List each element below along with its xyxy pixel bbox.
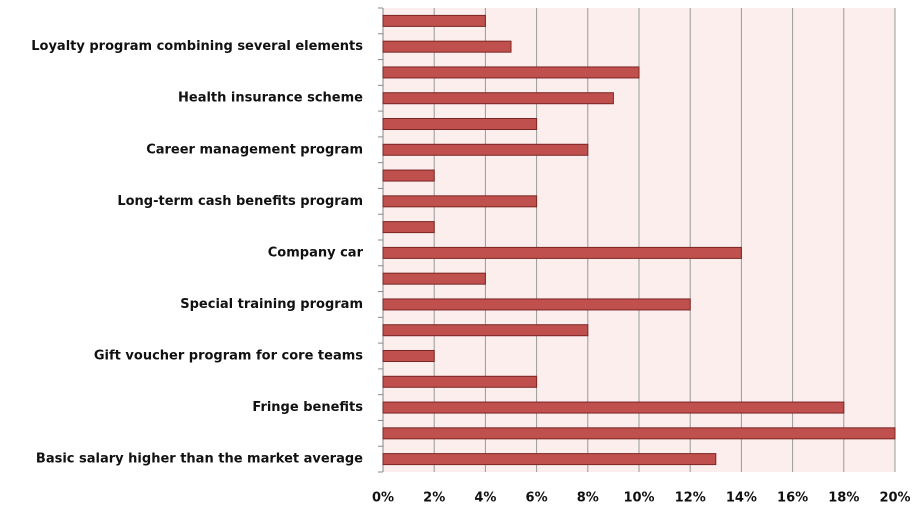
x-tick-label: 12% — [675, 491, 706, 506]
y-tick-label: Basic salary higher than the market aver… — [36, 452, 363, 467]
x-tick-label: 10% — [623, 491, 654, 506]
y-tick-label: Gift voucher program for core teams — [94, 349, 363, 364]
y-tick-label: Loyalty program combining several elemen… — [31, 39, 363, 54]
bar — [382, 14, 486, 27]
bar — [382, 453, 717, 466]
bar — [382, 427, 896, 440]
bar — [382, 40, 512, 53]
bar — [382, 350, 435, 362]
bar — [382, 169, 435, 182]
x-tick-label: 18% — [828, 491, 859, 506]
bar — [382, 246, 742, 259]
bar — [382, 401, 845, 414]
y-tick-label: Company car — [268, 245, 364, 260]
bar — [382, 92, 614, 105]
bar — [382, 118, 538, 130]
x-tick-label: 6% — [526, 491, 548, 506]
bar — [382, 143, 589, 156]
bar — [382, 324, 589, 337]
bar — [382, 195, 538, 208]
bar — [382, 66, 640, 79]
bar — [382, 375, 538, 388]
bar — [382, 272, 486, 285]
x-tick-label: 4% — [474, 491, 496, 506]
x-tick-label: 20% — [879, 491, 910, 506]
x-tick-label: 2% — [423, 491, 445, 506]
y-tick-label: Health insurance scheme — [178, 91, 363, 106]
y-tick-label: Long-term cash benefits program — [117, 194, 363, 209]
y-tick-label: Fringe benefits — [252, 400, 363, 415]
bar — [382, 221, 435, 234]
x-tick-label: 0% — [372, 491, 394, 506]
y-tick-label: Special training program — [180, 297, 363, 312]
x-tick-label: 8% — [577, 491, 599, 506]
y-tick-label: Career management program — [146, 142, 363, 157]
bar — [382, 298, 691, 311]
x-tick-label: 14% — [726, 491, 757, 506]
x-tick-label: 16% — [777, 491, 808, 506]
